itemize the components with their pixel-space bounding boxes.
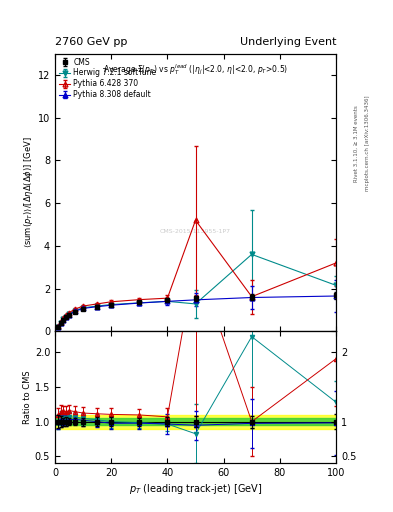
Text: Rivet 3.1.10, ≥ 3.1M events: Rivet 3.1.10, ≥ 3.1M events: [354, 105, 359, 182]
Legend: CMS, Herwig 7.2.1 softTune, Pythia 6.428 370, Pythia 8.308 default: CMS, Herwig 7.2.1 softTune, Pythia 6.428…: [57, 56, 158, 101]
Bar: [55, 418, 336, 425]
Bar: [55, 415, 336, 429]
Text: Average $\Sigma(p_T)$ vs $p_T^{lead}$ ($|\eta_j|$<2.0, $\eta$|<2.0, $p_T$>0.5): Average $\Sigma(p_T)$ vs $p_T^{lead}$ ($…: [103, 62, 288, 77]
Text: CMS-2015-113955-1P7: CMS-2015-113955-1P7: [160, 229, 231, 234]
X-axis label: $p_T$ (leading track-jet) [GeV]: $p_T$ (leading track-jet) [GeV]: [129, 482, 262, 497]
Text: 2760 GeV pp: 2760 GeV pp: [55, 37, 127, 47]
Text: mcplots.cern.ch [arXiv:1306.3436]: mcplots.cern.ch [arXiv:1306.3436]: [365, 96, 371, 191]
Y-axis label: Ratio to CMS: Ratio to CMS: [23, 371, 32, 424]
Y-axis label: $\langle$sum$(p_T)\rangle/[\Delta\eta\Delta(\Delta\phi)]$ [GeV]: $\langle$sum$(p_T)\rangle/[\Delta\eta\De…: [22, 137, 35, 248]
Text: Underlying Event: Underlying Event: [239, 37, 336, 47]
